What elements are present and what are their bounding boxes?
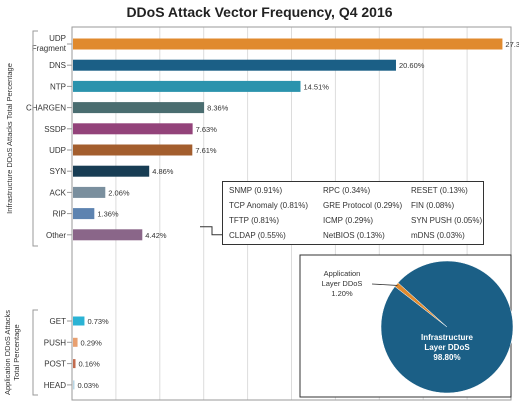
bar (73, 229, 143, 241)
bar (73, 380, 75, 390)
other-breakdown-item: NetBIOS (0.13%) (323, 231, 385, 240)
pie-label: Application (324, 269, 361, 278)
value-label: 0.16% (79, 360, 101, 369)
value-label: 7.61% (195, 146, 217, 155)
other-breakdown-item: TCP Anomaly (0.81%) (229, 201, 308, 210)
category-label: RIP (53, 210, 66, 219)
callout-connector (200, 226, 222, 236)
category-label: UDP (49, 146, 66, 155)
bar (73, 38, 503, 50)
pie-label: Layer DDoS (322, 279, 363, 288)
other-breakdown-item: TFTP (0.81%) (229, 216, 280, 225)
bar (73, 80, 301, 92)
bar (73, 102, 205, 114)
category-label: UDP (49, 34, 66, 43)
value-label: 4.42% (145, 231, 167, 240)
other-breakdown-item: SNMP (0.91%) (229, 186, 283, 195)
chart-title: DDoS Attack Vector Frequency, Q4 2016 (126, 4, 393, 20)
other-breakdown-item: ICMP (0.29%) (323, 216, 374, 225)
category-label: Other (46, 231, 66, 240)
category-label: HEAD (44, 381, 66, 390)
bar (73, 337, 78, 347)
category-label: SYN (50, 167, 67, 176)
bar (73, 359, 76, 369)
group-label: Application DDoS AttacksTotal Percentage (3, 310, 21, 395)
pie-slice (380, 260, 514, 394)
value-label: 20.60% (399, 61, 425, 70)
other-breakdown-item: RESET (0.13%) (411, 186, 468, 195)
category-label: NTP (50, 82, 66, 91)
value-label: 27.39% (505, 40, 519, 49)
bar (73, 144, 193, 156)
bar (73, 59, 396, 71)
other-breakdown-box: SNMP (0.91%) RPC (0.34%) RESET (0.13%) TCP … (222, 181, 484, 245)
value-label: 8.36% (207, 104, 229, 113)
other-breakdown-item: mDNS (0.03%) (411, 231, 465, 240)
category-label: GET (50, 317, 67, 326)
pie-value-label: 98.80% (433, 353, 460, 362)
other-breakdown-item: GRE Protocol (0.29%) (323, 201, 403, 210)
category-label: Fragment (32, 44, 67, 53)
value-label: 1.36% (97, 210, 119, 219)
pie-label: Infrastructure (421, 333, 474, 342)
category-label: SSDP (44, 125, 66, 134)
group-label: Infrastructure DDoS Attacks Total Percen… (5, 63, 14, 214)
value-label: 14.51% (303, 82, 329, 91)
value-label: 2.06% (108, 188, 130, 197)
value-label: 0.03% (78, 381, 100, 390)
value-label: 0.29% (81, 338, 103, 347)
category-label: POST (44, 360, 66, 369)
bar (73, 186, 106, 198)
pie-value-label: 1.20% (331, 289, 353, 298)
value-label: 0.73% (87, 317, 109, 326)
value-label: 4.86% (152, 167, 174, 176)
pie-leader-line (371, 283, 398, 286)
category-label: DNS (49, 61, 66, 70)
other-breakdown-item: CLDAP (0.55%) (229, 231, 286, 240)
value-label: 7.63% (196, 125, 218, 134)
category-label: CHARGEN (26, 104, 66, 113)
category-label: PUSH (44, 338, 66, 347)
group-bracket (32, 30, 38, 247)
bar (73, 123, 193, 135)
other-breakdown-item: FIN (0.08%) (411, 201, 455, 210)
category-label: ACK (50, 188, 67, 197)
bar (73, 316, 85, 326)
other-breakdown-item: RPC (0.34%) (323, 186, 371, 195)
pie-label: Layer DDoS (424, 343, 470, 352)
other-breakdown-item: SYN PUSH (0.05%) (411, 216, 483, 225)
bar (73, 208, 95, 220)
bar (73, 165, 150, 177)
group-bracket (32, 309, 38, 396)
